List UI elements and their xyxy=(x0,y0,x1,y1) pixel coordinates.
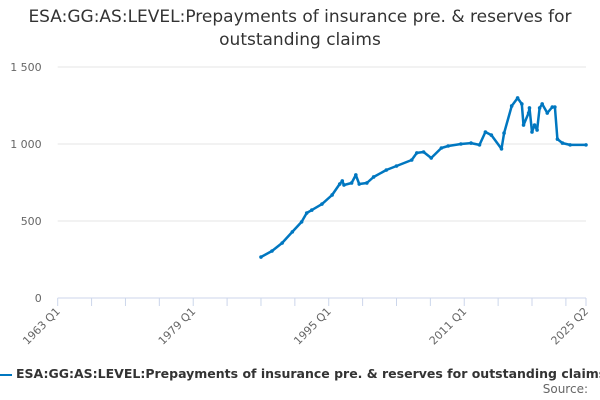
data-point xyxy=(394,164,399,168)
data-point xyxy=(357,182,362,186)
data-point xyxy=(421,150,426,154)
data-point xyxy=(309,208,314,212)
data-point xyxy=(527,106,532,110)
data-point xyxy=(384,168,389,172)
data-point xyxy=(446,144,450,148)
chart-title: ESA:GG:AS:LEVEL:Prepayments of insurance… xyxy=(28,7,572,50)
data-point xyxy=(349,181,354,185)
data-point xyxy=(342,183,346,187)
data-point xyxy=(477,143,482,147)
data-point xyxy=(371,175,376,179)
data-point xyxy=(354,173,358,177)
y-tick-label: 1 000 xyxy=(10,138,42,151)
data-point xyxy=(535,128,539,132)
data-point xyxy=(459,142,463,146)
data-point xyxy=(515,96,520,100)
legend-swatch xyxy=(0,373,12,376)
data-point xyxy=(337,182,342,186)
x-tick-label: 1963 Q1 xyxy=(20,305,63,348)
data-point xyxy=(584,143,588,147)
data-point xyxy=(259,255,263,259)
data-point xyxy=(509,104,514,108)
data-point xyxy=(299,220,304,224)
x-tick-label: 2025 Q2 xyxy=(549,305,592,348)
data-point xyxy=(555,137,560,141)
y-tick-label: 0 xyxy=(35,292,42,305)
data-point xyxy=(532,123,537,127)
data-point xyxy=(340,179,345,183)
data-point xyxy=(560,141,565,145)
data-point xyxy=(521,123,526,127)
data-point xyxy=(429,156,434,160)
data-point xyxy=(469,141,473,145)
legend-label: ESA:GG:AS:LEVEL:Prepayments of insurance… xyxy=(16,366,600,381)
data-point xyxy=(545,111,550,115)
data-point xyxy=(409,158,414,162)
source-label: Source: xyxy=(542,382,588,396)
data-point xyxy=(270,249,274,253)
series-line xyxy=(260,96,586,259)
data-point xyxy=(330,193,334,197)
data-point xyxy=(304,211,309,215)
data-point xyxy=(415,151,419,155)
data-point xyxy=(499,147,504,151)
data-point xyxy=(530,130,534,134)
x-tick-label: 2011 Q1 xyxy=(427,305,470,348)
data-point xyxy=(502,131,506,135)
data-point xyxy=(526,111,531,115)
data-point xyxy=(540,102,544,106)
data-point xyxy=(550,105,555,109)
data-point xyxy=(439,146,444,150)
data-point xyxy=(537,106,542,110)
legend-item[interactable]: ESA:GG:AS:LEVEL:Prepayments of insurance… xyxy=(0,366,600,381)
y-tick-label: 1 500 xyxy=(10,61,42,74)
data-point xyxy=(365,181,369,185)
data-point xyxy=(320,202,324,206)
x-tick-label: 1995 Q1 xyxy=(291,305,334,348)
data-point xyxy=(553,105,557,109)
data-point xyxy=(568,143,572,147)
data-point xyxy=(489,133,494,137)
data-point xyxy=(290,230,295,234)
y-tick-label: 500 xyxy=(21,215,42,228)
data-point xyxy=(520,102,524,106)
x-tick-label: 1979 Q1 xyxy=(156,305,199,348)
data-point xyxy=(280,241,284,245)
data-point xyxy=(483,130,488,134)
